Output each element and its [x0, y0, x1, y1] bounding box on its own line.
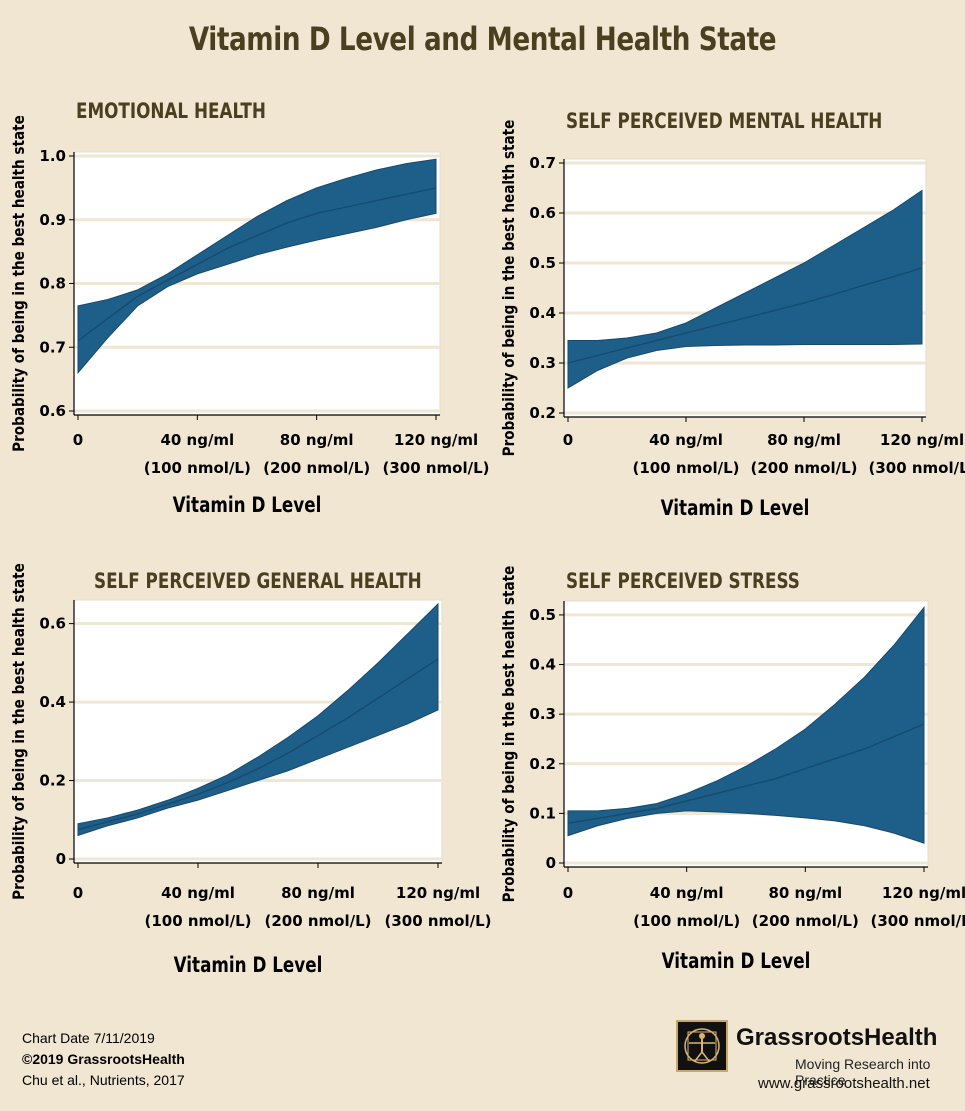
x-tick-sublabel: (200 nmol/L) [264, 912, 371, 930]
x-tick-sublabel: (200 nmol/L) [263, 459, 370, 477]
y-tick-label: 0.6 [39, 615, 66, 633]
y-tick-label: 0.4 [529, 656, 556, 674]
x-tick-label: 120 ng/ml [396, 884, 480, 902]
y-tick-label: 0.6 [39, 402, 66, 420]
panel-title: SELF PERCEIVED GENERAL HEALTH [94, 569, 422, 593]
x-tick-label: 40 ng/ml [160, 431, 234, 449]
y-tick-label: 0.2 [529, 404, 556, 422]
y-tick-label: 0.3 [529, 354, 556, 372]
y-tick-label: 0.7 [529, 154, 556, 172]
citation: Chu et al., Nutrients, 2017 [22, 1072, 185, 1088]
y-tick-label: 0 [56, 850, 66, 868]
y-tick-label: 0.4 [529, 304, 556, 322]
y-axis-label: Probability of being in the best health … [500, 566, 518, 903]
y-tick-label: 0.2 [529, 755, 556, 773]
y-axis-label: Probability of being in the best health … [500, 120, 518, 457]
brand-url[interactable]: www.grassrootshealth.net [758, 1075, 930, 1092]
x-tick-label: 80 ng/ml [768, 884, 842, 902]
x-tick-label: 80 ng/ml [281, 884, 355, 902]
y-tick-label: 1.0 [39, 147, 66, 165]
panel-title: EMOTIONAL HEALTH [76, 99, 266, 123]
y-tick-label: 0.8 [39, 275, 66, 293]
confidence-band [567, 189, 923, 389]
x-axis-label: Vitamin D Level [173, 493, 322, 517]
x-tick-label: 0 [73, 431, 83, 449]
x-tick-label: 80 ng/ml [280, 431, 354, 449]
panel-title: SELF PERCEIVED STRESS [566, 569, 800, 593]
chart-panel-2: 0.2 0.3 0.4 0.5 0.6 0.7 0 40 ng/ml (100 nmol/L) 8… [500, 109, 965, 520]
x-tick-sublabel: (300 nmol/L) [384, 912, 491, 930]
y-tick-label: 0.2 [39, 772, 66, 790]
x-tick-label: 0 [563, 431, 573, 449]
x-tick-sublabel: (200 nmol/L) [750, 459, 857, 477]
x-tick-sublabel: (300 nmol/L) [382, 459, 489, 477]
x-tick-label: 80 ng/ml [767, 431, 841, 449]
x-tick-label: 0 [73, 884, 83, 902]
x-axis-label: Vitamin D Level [174, 953, 323, 977]
x-tick-label: 40 ng/ml [161, 884, 235, 902]
fit-line [77, 658, 439, 831]
y-tick-label: 0.7 [39, 338, 66, 356]
x-tick-label: 120 ng/ml [880, 431, 964, 449]
x-tick-sublabel: (100 nmol/L) [632, 459, 739, 477]
x-tick-sublabel: (100 nmol/L) [633, 912, 740, 930]
chart-panel-1: 0.6 0.7 0.8 0.9 1.0 0 40 ng/ml (100 nmol/L) 80 n… [10, 99, 490, 517]
y-tick-label: 0 [546, 854, 556, 872]
x-tick-sublabel: (300 nmol/L) [868, 459, 965, 477]
x-tick-label: 40 ng/ml [650, 884, 724, 902]
copyright: ©2019 GrassrootsHealth [22, 1051, 185, 1067]
y-axis-label: Probability of being in the best health … [10, 563, 28, 900]
main-title: Vitamin D Level and Mental Health State [188, 20, 777, 58]
x-tick-sublabel: (200 nmol/L) [752, 912, 859, 930]
x-tick-label: 0 [563, 884, 573, 902]
y-tick-label: 0.9 [39, 211, 66, 229]
chart-panel-3: 0 0.2 0.4 0.6 0 40 ng/ml (100 nmol/L) 80 ng/ml (… [10, 563, 492, 977]
y-axis-label: Probability of being in the best health … [10, 115, 28, 452]
y-tick-label: 0.5 [529, 606, 556, 624]
confidence-band [77, 158, 437, 375]
vitruvian-logo-icon[interactable] [676, 1020, 728, 1072]
panel-title: SELF PERCEIVED MENTAL HEALTH [566, 109, 882, 133]
brand-name: GrassrootsHealth [736, 1024, 938, 1051]
y-tick-label: 0.6 [529, 204, 556, 222]
x-tick-sublabel: (100 nmol/L) [144, 912, 251, 930]
x-tick-sublabel: (300 nmol/L) [870, 912, 965, 930]
y-tick-label: 0.4 [39, 693, 66, 711]
x-axis-label: Vitamin D Level [661, 496, 810, 520]
confidence-band [77, 602, 439, 837]
fit-line [77, 187, 437, 342]
brand-tagline: Moving Research into Practice [795, 1056, 931, 1088]
x-tick-label: 120 ng/ml [394, 431, 478, 449]
x-axis-label: Vitamin D Level [662, 949, 811, 973]
y-tick-label: 0.3 [529, 705, 556, 723]
y-tick-label: 0.5 [529, 254, 556, 272]
chart-panel-4: 0 0.1 0.2 0.3 0.4 0.5 0 40 ng/ml (100 nmol/L) 80 … [500, 566, 965, 974]
y-tick-label: 0.1 [529, 804, 556, 822]
fit-line [567, 267, 923, 364]
chart-date: Chart Date 7/11/2019 [22, 1030, 155, 1046]
x-tick-label: 120 ng/ml [882, 884, 965, 902]
x-tick-label: 40 ng/ml [649, 431, 723, 449]
fit-line [567, 723, 925, 824]
x-tick-sublabel: (100 nmol/L) [144, 459, 251, 477]
confidence-band [567, 606, 925, 844]
